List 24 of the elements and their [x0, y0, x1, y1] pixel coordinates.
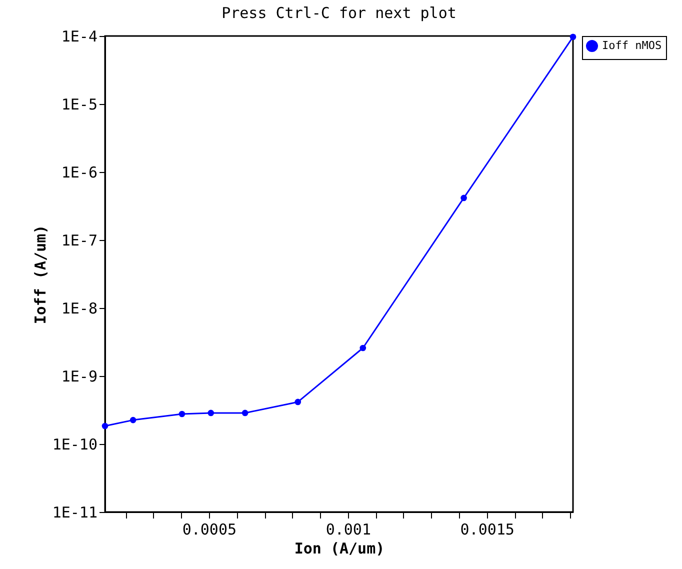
- point: [460, 194, 467, 202]
- y-tick-label: 1E-10: [52, 436, 98, 454]
- point: [242, 410, 248, 416]
- y-tick-label: 1E-9: [61, 368, 98, 386]
- point: [294, 398, 302, 406]
- y-tick-label: 1E-5: [61, 96, 98, 114]
- point: [178, 410, 186, 418]
- legend-label: Ioff nMOS: [602, 39, 662, 52]
- point: [102, 422, 108, 430]
- chart-title: Press Ctrl-C for next plot: [222, 4, 456, 22]
- x-tick-label: 0.001: [326, 520, 371, 538]
- point: [130, 416, 136, 424]
- point: [360, 344, 366, 352]
- point: [570, 34, 576, 40]
- y-tick-label: 1E-7: [61, 232, 98, 250]
- x-tick-label: 0.0015: [460, 520, 514, 538]
- x-tick-label: 0.0005: [182, 520, 237, 538]
- y-tick-label: 1E-4: [61, 28, 98, 46]
- y-axis-title: Ioff (A/um): [31, 224, 50, 324]
- x-axis-title: Ion (A/um): [294, 540, 385, 558]
- y-tick-label: 1E-8: [61, 300, 98, 318]
- y-tick-label: 1E-6: [61, 164, 98, 182]
- point: [208, 410, 214, 416]
- y-tick-label: 1E-11: [52, 504, 98, 522]
